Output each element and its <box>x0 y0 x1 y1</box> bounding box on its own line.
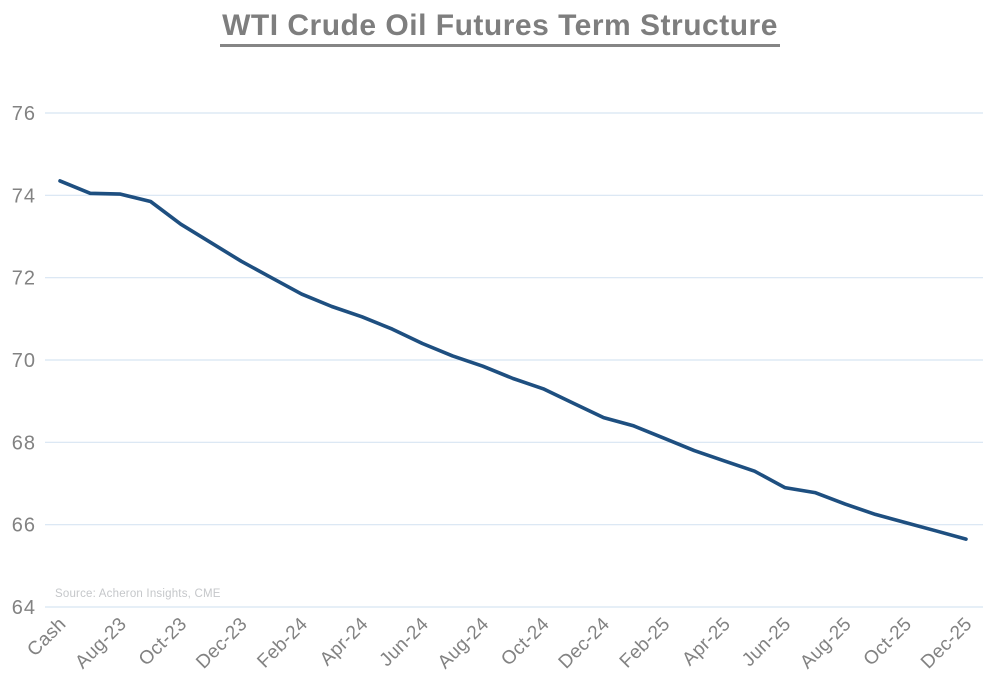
y-tick-label: 68 <box>12 432 36 454</box>
x-tick-label: Aug-25 <box>796 614 855 673</box>
x-tick-label: Dec-23 <box>192 614 251 673</box>
x-tick-label: Feb-25 <box>616 614 675 673</box>
chart-title: WTI Crude Oil Futures Term Structure <box>220 9 780 47</box>
x-tick-label: Jun-24 <box>376 614 433 671</box>
x-tick-label: Feb-24 <box>253 614 312 673</box>
y-tick-label: 70 <box>12 350 36 372</box>
source-note: Source: Acheron Insights, CME <box>55 588 221 600</box>
y-tick-label: 64 <box>12 597 36 619</box>
x-tick-label: Jun-25 <box>738 614 795 671</box>
y-tick-label: 72 <box>12 268 36 290</box>
x-tick-label: Oct-23 <box>135 614 191 670</box>
chart-title-wrap: WTI Crude Oil Futures Term Structure <box>0 9 1000 47</box>
series-line <box>58 179 968 541</box>
x-tick-label: Aug-23 <box>71 614 130 673</box>
x-tick-label: Oct-24 <box>497 614 554 671</box>
x-tick-label: Aug-24 <box>434 614 494 674</box>
x-tick-label: Apr-24 <box>316 614 373 671</box>
x-tick-label: Cash <box>23 614 70 661</box>
x-tick-label: Dec-25 <box>917 614 976 673</box>
y-tick-label: 76 <box>12 103 36 125</box>
y-tick-label: 66 <box>12 515 36 537</box>
x-tick-label: Apr-25 <box>678 614 734 670</box>
x-tick-label: Dec-24 <box>555 614 615 674</box>
x-tick-label: Oct-25 <box>860 614 916 670</box>
y-tick-label: 74 <box>12 185 36 207</box>
